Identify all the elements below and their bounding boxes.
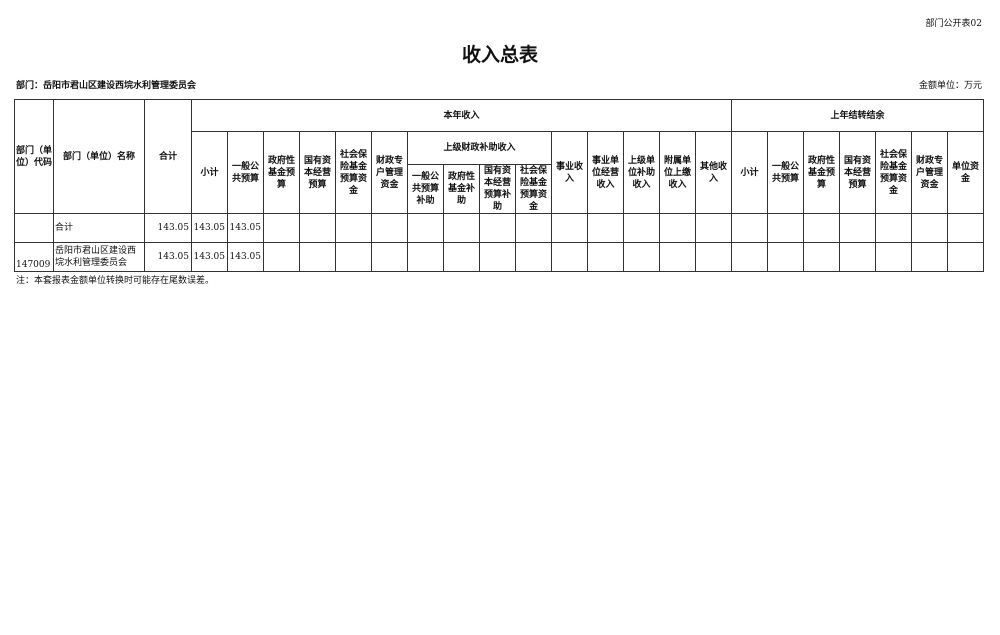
- cell-value: [623, 242, 660, 272]
- cell-value: [803, 242, 840, 272]
- header-prior-col: 一般公共预算: [767, 131, 804, 214]
- cell-value: [839, 242, 876, 272]
- cell-value: [659, 213, 696, 243]
- cell-value: [479, 242, 516, 272]
- cell-name: 岳阳市君山区建设西垸水利管理委员会: [53, 242, 145, 272]
- header-prior-col: 社会保险基金预算资金: [875, 131, 912, 214]
- header-prior-col: 政府性基金预算: [803, 131, 840, 214]
- footnote: 注：本套报表金额单位转换时可能存在尾数误差。: [16, 276, 215, 286]
- header-current-col: 上级单位补助收入: [623, 131, 660, 214]
- cell-value: [587, 213, 624, 243]
- header-subsidy-col: 社会保险基金预算资金: [515, 164, 552, 214]
- header-current-col: 社会保险基金预算资金: [335, 131, 372, 214]
- cell-value: [875, 242, 912, 272]
- cell-value: [443, 242, 480, 272]
- cell-value: [695, 242, 732, 272]
- cell-value: [839, 213, 876, 243]
- form-code: 部门公开表02: [925, 19, 982, 29]
- header-current-col: 一般公共预算: [227, 131, 264, 214]
- header-name: 部门（单位）名称: [53, 99, 145, 214]
- cell-value: [407, 242, 444, 272]
- cell-name: 合计: [53, 213, 145, 243]
- page-title: 收入总表: [461, 44, 538, 66]
- cell-value: [947, 242, 984, 272]
- header-current-col: 政府性基金预算: [263, 131, 300, 214]
- cell-value: [515, 242, 552, 272]
- cell-value: [803, 213, 840, 243]
- header-current-col: 事业收入: [551, 131, 588, 214]
- table-row: 合计 143.05 143.05 143.05: [14, 213, 984, 243]
- cell-value: [551, 242, 588, 272]
- cell-value: [335, 213, 372, 243]
- cell-code: 147009: [14, 242, 54, 272]
- cell-value: [767, 242, 804, 272]
- cell-value: [767, 213, 804, 243]
- cell-value: [335, 242, 372, 272]
- header-prior-col: 单位资金: [947, 131, 984, 214]
- cell-value: [623, 213, 660, 243]
- cell-value: [911, 242, 948, 272]
- cell-value: [299, 213, 336, 243]
- cell-value: 143.05: [227, 242, 264, 272]
- header-subsidy-col: 国有资本经营预算补助: [479, 164, 516, 214]
- header-prior-year: 上年结转结余: [731, 99, 984, 132]
- cell-value: [731, 213, 768, 243]
- header-current-col: 事业单位经营收入: [587, 131, 624, 214]
- cell-value: [515, 213, 552, 243]
- cell-value: [587, 242, 624, 272]
- cell-value: 143.05: [227, 213, 264, 243]
- header-prior-col: 国有资本经营预算: [839, 131, 876, 214]
- cell-value: [731, 242, 768, 272]
- header-prior-col: 财政专户管理资金: [911, 131, 948, 214]
- cell-value: 143.05: [191, 213, 228, 243]
- header-current-col: 其他收入: [695, 131, 732, 214]
- cell-value: [695, 213, 732, 243]
- cell-value: [407, 213, 444, 243]
- header-subsidy-col: 政府性基金补助: [443, 164, 480, 214]
- department-label: 部门：岳阳市君山区建设西垸水利管理委员会: [16, 81, 197, 91]
- header-prior-col: 小计: [731, 131, 768, 214]
- cell-value: 143.05: [144, 213, 192, 243]
- cell-value: [659, 242, 696, 272]
- cell-value: [299, 242, 336, 272]
- cell-value: [371, 213, 408, 243]
- header-current-col: 小计: [191, 131, 228, 214]
- cell-value: [551, 213, 588, 243]
- header-current-col: 国有资本经营预算: [299, 131, 336, 214]
- cell-value: 143.05: [144, 242, 192, 272]
- header-current-year: 本年收入: [191, 99, 732, 132]
- header-current-col: 附属单位上缴收入: [659, 131, 696, 214]
- cell-value: 143.05: [191, 242, 228, 272]
- table-row: 147009 岳阳市君山区建设西垸水利管理委员会 143.05 143.05 143.0…: [14, 242, 984, 272]
- header-total: 合计: [144, 99, 192, 214]
- unit-label: 金额单位：万元: [918, 81, 982, 91]
- cell-value: [479, 213, 516, 243]
- cell-value: [263, 213, 300, 243]
- cell-value: [263, 242, 300, 272]
- cell-value: [947, 213, 984, 243]
- cell-value: [911, 213, 948, 243]
- header-superior-subsidy: 上级财政补助收入: [407, 131, 552, 165]
- header-subsidy-col: 一般公共预算补助: [407, 164, 444, 214]
- income-summary-table: 部门（单位）代码 部门（单位）名称 合计 本年收入 上年结转结余 小计 一般公共预算 政府性基…: [14, 99, 984, 272]
- header-code: 部门（单位）代码: [14, 99, 54, 214]
- header-current-col: 财政专户管理资金: [371, 131, 408, 214]
- cell-value: [875, 213, 912, 243]
- cell-code: [14, 213, 54, 243]
- cell-value: [371, 242, 408, 272]
- cell-value: [443, 213, 480, 243]
